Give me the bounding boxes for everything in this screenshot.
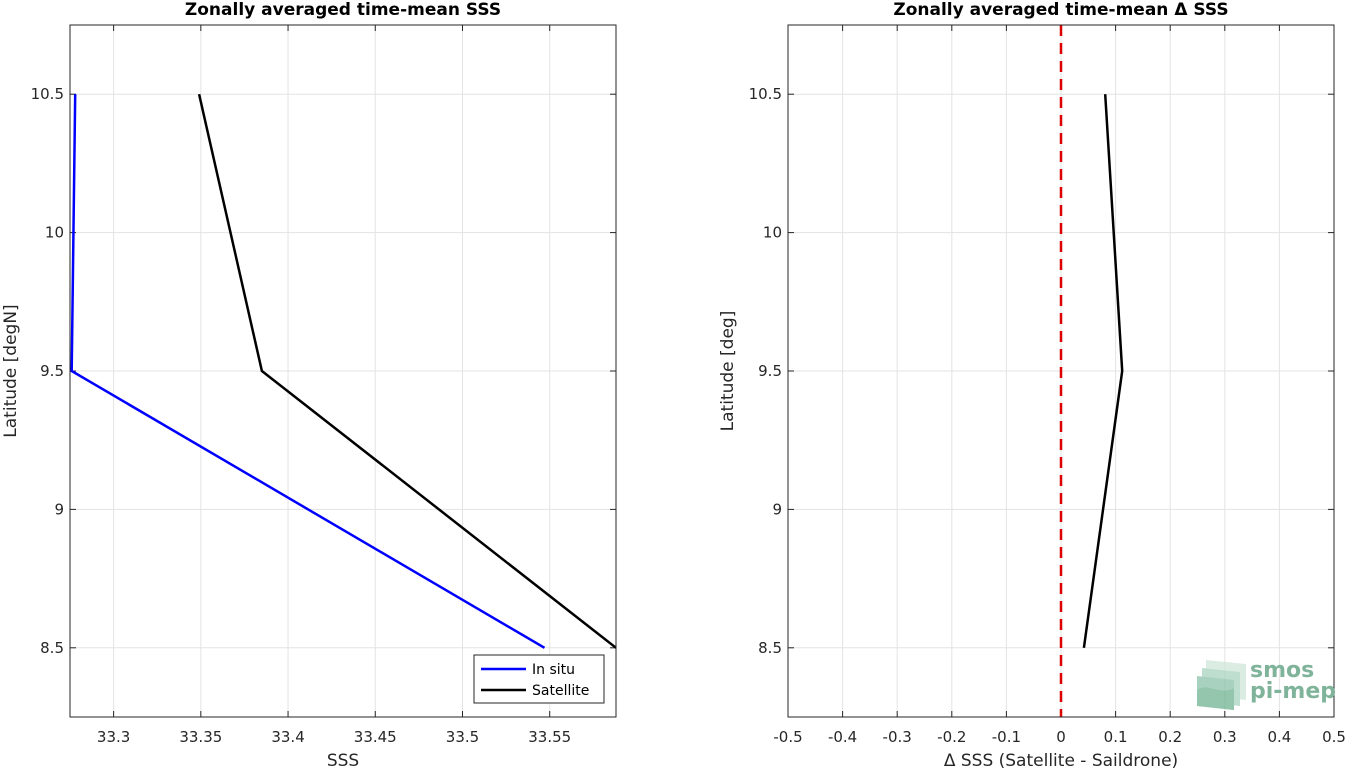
x-tick-label: -0.2: [937, 728, 966, 746]
y-tick-label: 10.5: [31, 85, 64, 103]
series-sss: [70, 93, 617, 649]
x-tick-label: 33.3: [97, 728, 130, 746]
y-tick-label: 9.5: [758, 362, 782, 380]
logo-text-smos: smos: [1250, 658, 1314, 683]
chart-title-sss: Zonally averaged time-mean SSS: [185, 0, 501, 20]
chart-title-delta-sss: Zonally averaged time-mean Δ SSS: [893, 0, 1228, 20]
legend-label-satellite: Satellite: [532, 683, 589, 699]
x-tick-label: 33.35: [179, 728, 222, 746]
y-tick-label: 10: [763, 224, 782, 242]
y-tick-label: 10: [45, 224, 64, 242]
logo-text-pi-mep: pi-mep: [1250, 679, 1336, 704]
x-tick-label: 33.4: [271, 728, 304, 746]
x-tick-label: 0: [1056, 728, 1066, 746]
y-axis-label-sss: Latitude [degN]: [1, 304, 21, 437]
x-tick-label: 33.5: [446, 728, 479, 746]
x-tick-label: -0.3: [883, 728, 912, 746]
y-tick-label: 9.5: [40, 362, 64, 380]
y-tick-label: 8.5: [40, 639, 64, 657]
panel-delta-sss: -0.5 -0.4 -0.3 -0.2 -0.1 0 0.1 0.2 0.3 0.4 0.5 8.5 9…: [718, 0, 1346, 769]
axes-box-delta-sss: [787, 24, 1335, 718]
x-axis-label-sss: SSS: [327, 751, 359, 769]
logo-graphic-icon: [1197, 660, 1246, 710]
x-tick-label: 0.1: [1104, 728, 1128, 746]
panel-sss: 33.3 33.35 33.4 33.45 33.5 33.55 8.5 9 9.5 10 10.5…: [1, 0, 617, 769]
x-axis-label-delta-sss: Δ SSS (Satellite - Saildrone): [944, 751, 1178, 769]
y-tick-label: 8.5: [758, 639, 782, 657]
ticks-delta-sss: -0.5 -0.4 -0.3 -0.2 -0.1 0 0.1 0.2 0.3 0.4 0.5 8.5 9…: [749, 25, 1346, 746]
x-tick-label: -0.4: [828, 728, 857, 746]
y-tick-label: 9: [54, 500, 64, 518]
series-delta-sss: [1082, 94, 1124, 648]
series-line-satellite: [197, 93, 617, 649]
x-tick-label: 33.45: [354, 728, 397, 746]
series-line-delta: [1082, 94, 1124, 648]
series-line-in-situ: [70, 94, 546, 649]
x-tick-label: 0.2: [1158, 728, 1182, 746]
x-tick-label: -0.5: [773, 728, 802, 746]
x-tick-label: 0.5: [1322, 728, 1346, 746]
x-tick-label: 0.4: [1267, 728, 1291, 746]
x-tick-label: 0.3: [1213, 728, 1237, 746]
y-tick-label: 10.5: [749, 85, 782, 103]
legend-box: [473, 654, 605, 704]
y-tick-label: 9: [772, 500, 782, 518]
x-tick-label: -0.1: [992, 728, 1021, 746]
x-tick-label: 33.55: [528, 728, 571, 746]
legend: In situ Satellite: [473, 654, 605, 704]
axes-box-sss: [69, 24, 617, 718]
ticks-sss: 33.3 33.35 33.4 33.45 33.5 33.55 8.5 9 9.5 10 10.5: [31, 25, 616, 746]
y-axis-label-delta-sss: Latitude [deg]: [718, 311, 738, 432]
smos-pi-mep-logo: smos pi-mep: [1197, 658, 1336, 710]
grid-sss: [70, 25, 616, 717]
legend-label-in-situ: In situ: [532, 662, 575, 678]
